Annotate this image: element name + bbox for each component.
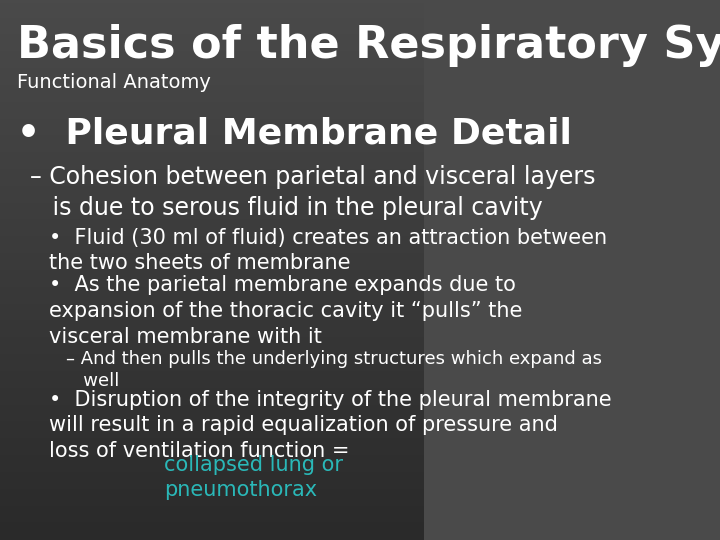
Text: Basics of the Respiratory System: Basics of the Respiratory System [17, 24, 720, 68]
Text: •  Disruption of the integrity of the pleural membrane
will result in a rapid eq: • Disruption of the integrity of the ple… [49, 390, 611, 461]
Text: •  Pleural Membrane Detail: • Pleural Membrane Detail [17, 116, 572, 150]
Text: – Cohesion between parietal and visceral layers
   is due to serous fluid in the: – Cohesion between parietal and visceral… [30, 165, 595, 220]
Text: •  As the parietal membrane expands due to
expansion of the thoracic cavity it “: • As the parietal membrane expands due t… [49, 275, 522, 347]
Text: collapsed lung or
pneumothorax: collapsed lung or pneumothorax [164, 455, 343, 500]
Text: •  Fluid (30 ml of fluid) creates an attraction between
the two sheets of membra: • Fluid (30 ml of fluid) creates an attr… [49, 228, 607, 273]
Text: – And then pulls the underlying structures which expand as
   well: – And then pulls the underlying structur… [66, 350, 602, 390]
Text: Functional Anatomy: Functional Anatomy [17, 73, 211, 92]
